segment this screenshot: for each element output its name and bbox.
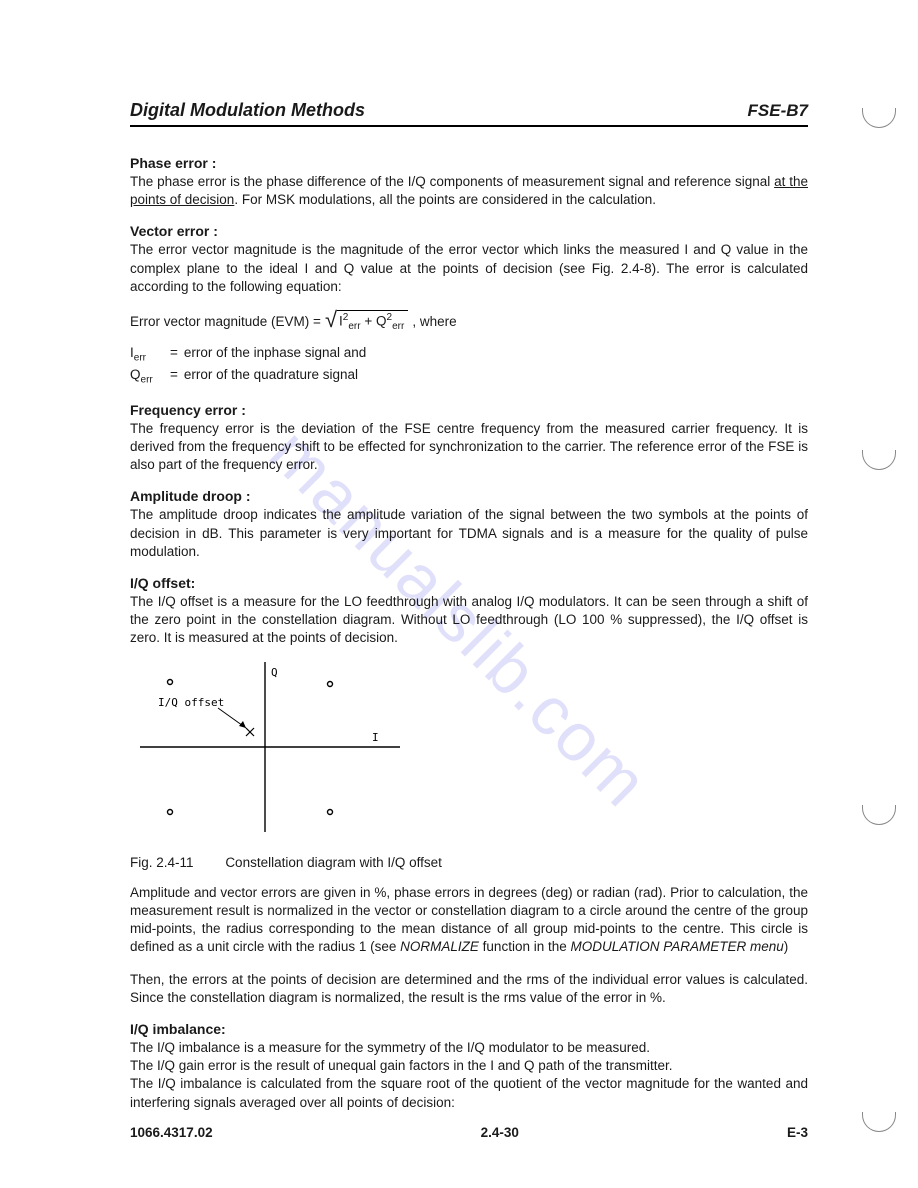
heading-frequency-error: Frequency error : (130, 402, 808, 418)
sqrt-body: I2err + Q2err (337, 310, 408, 332)
svg-text:I: I (372, 731, 379, 744)
def-row: Qerr = error of the quadrature signal (130, 366, 808, 388)
var-q: Q (376, 314, 387, 329)
constellation-diagram-svg: Q I I/Q offset (140, 662, 400, 832)
document-page: Digital Modulation Methods FSE-B7 Phase … (0, 0, 918, 1186)
para-iq-imbalance-2: The I/Q gain error is the result of uneq… (130, 1057, 808, 1075)
svg-text:Q: Q (271, 666, 278, 679)
text: function in the (479, 939, 571, 954)
figure-caption: Fig. 2.4-11 Constellation diagram with I… (130, 855, 808, 870)
sqrt-sign: √ (325, 309, 337, 331)
italic-menu: MODULATION PARAMETER menu (570, 939, 783, 954)
formula-evm: Error vector magnitude (EVM) = √ I2err +… (130, 310, 808, 332)
def-row: Ierr = error of the inphase signal and (130, 344, 808, 366)
footer-page-number: 2.4-30 (481, 1125, 519, 1140)
para-vector-error: The error vector magnitude is the magnit… (130, 241, 808, 296)
footer-revision: E-3 (787, 1125, 808, 1140)
para-rms-error: Then, the errors at the points of decisi… (130, 971, 808, 1007)
sub: err (392, 321, 404, 332)
text: ) (784, 939, 789, 954)
sub: err (141, 375, 153, 386)
def-symbol: Qerr (130, 366, 164, 388)
heading-vector-error: Vector error : (130, 223, 808, 239)
plus: + (364, 314, 376, 329)
eq-sign: = (170, 366, 178, 388)
para-iq-imbalance-1: The I/Q imbalance is a measure for the s… (130, 1039, 808, 1057)
text: The phase error is the phase difference … (130, 174, 774, 189)
para-normalization: Amplitude and vector errors are given in… (130, 884, 808, 957)
figure-constellation: Q I I/Q offset (140, 662, 808, 837)
svg-text:I/Q offset: I/Q offset (158, 696, 224, 709)
heading-amplitude-droop: Amplitude droop : (130, 488, 808, 504)
def-symbol: Ierr (130, 344, 164, 366)
header-title-left: Digital Modulation Methods (130, 100, 365, 121)
para-iq-offset: The I/Q offset is a measure for the LO f… (130, 593, 808, 648)
para-frequency-error: The frequency error is the deviation of … (130, 420, 808, 475)
formula-trail: , where (412, 314, 456, 329)
eq-sign: = (170, 344, 178, 366)
def-text: error of the inphase signal and (184, 344, 366, 366)
sym: Q (130, 367, 141, 382)
sub: err (348, 321, 360, 332)
para-phase-error: The phase error is the phase difference … (130, 173, 808, 209)
page-footer: 1066.4317.02 2.4-30 E-3 (130, 1125, 808, 1140)
heading-iq-offset: I/Q offset: (130, 575, 808, 591)
para-amplitude-droop: The amplitude droop indicates the amplit… (130, 506, 808, 561)
header-title-right: FSE-B7 (748, 101, 808, 121)
sqrt-expression: √ I2err + Q2err (325, 310, 408, 332)
heading-iq-imbalance: I/Q imbalance: (130, 1021, 808, 1037)
text: . For MSK modulations, all the points ar… (234, 192, 656, 207)
page-header: Digital Modulation Methods FSE-B7 (130, 100, 808, 127)
para-iq-imbalance-3: The I/Q imbalance is calculated from the… (130, 1075, 808, 1111)
footer-doc-number: 1066.4317.02 (130, 1125, 213, 1140)
figure-number: Fig. 2.4-11 (130, 855, 194, 870)
def-text: error of the quadrature signal (184, 366, 358, 388)
italic-normalize: NORMALIZE (400, 939, 479, 954)
heading-phase-error: Phase error : (130, 155, 808, 171)
formula-lead: Error vector magnitude (EVM) = (130, 314, 321, 329)
figure-caption-text: Constellation diagram with I/Q offset (225, 855, 442, 870)
sub: err (134, 353, 146, 364)
symbol-definitions: Ierr = error of the inphase signal and Q… (130, 344, 808, 387)
